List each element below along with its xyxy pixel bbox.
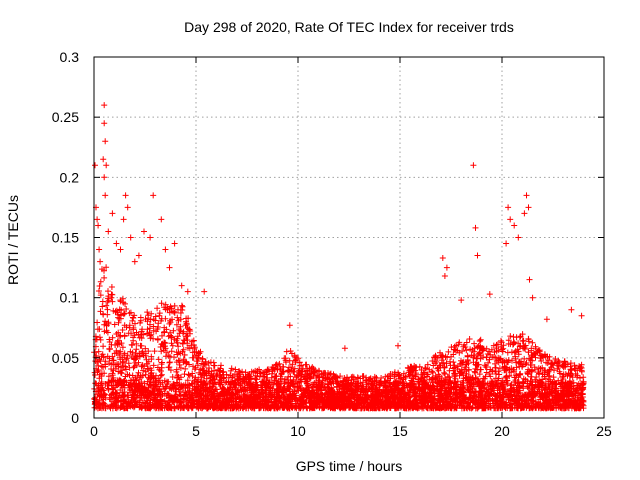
y-tick-label: 0.2 [60,169,80,185]
x-tick-label: 10 [290,423,306,439]
x-tick-label: 5 [192,423,200,439]
x-axis-label: GPS time / hours [296,458,403,474]
y-tick-label: 0.3 [60,49,80,65]
grid-lines [94,57,604,418]
chart-title: Day 298 of 2020, Rate Of TEC Index for r… [184,19,514,35]
y-tick-label: 0.25 [52,109,79,125]
roti-markers [91,102,587,412]
axis-ticks: 0 5 10 15 20 25 0 0.05 0.1 0.15 0.2 0.25 0.3 [52,49,612,439]
x-tick-label: 0 [90,423,98,439]
x-tick-label: 25 [596,423,612,439]
y-tick-label: 0.05 [52,350,79,366]
y-tick-label: 0.1 [60,290,80,306]
y-axis-label: ROTI / TECUs [5,195,21,285]
x-tick-label: 20 [494,423,510,439]
y-tick-label: 0.15 [52,230,79,246]
data-points [91,102,587,412]
x-tick-label: 15 [392,423,408,439]
y-tick-label: 0 [71,410,79,426]
